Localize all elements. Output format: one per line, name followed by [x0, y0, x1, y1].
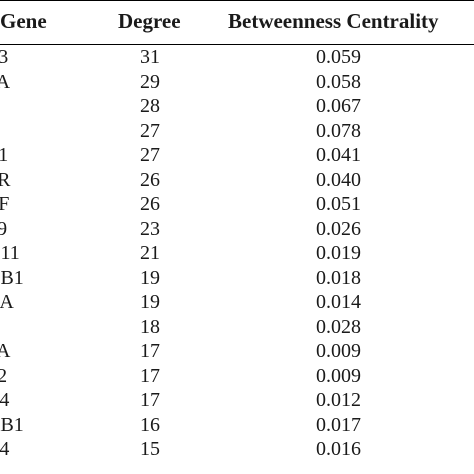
- gene-cell: F2: [0, 364, 8, 387]
- betweenness-cell: 0.014: [316, 291, 361, 313]
- gene-cell: KB1: [0, 413, 24, 436]
- table-top-rule: [0, 0, 474, 1]
- table-row: CA 19 0.014: [0, 290, 474, 315]
- table-row: F2 17 0.009: [0, 364, 474, 389]
- degree-cell: 29: [140, 70, 160, 93]
- table-row: C270.078: [0, 119, 474, 144]
- table-row: R4 17 0.012: [0, 388, 474, 413]
- gene-cell: R4: [0, 389, 10, 411]
- betweenness-cell: 0.067: [316, 95, 361, 117]
- betweenness-cell: 0.016: [316, 438, 361, 460]
- degree-cell: 31: [140, 46, 160, 68]
- betweenness-cell: 0.018: [316, 266, 361, 289]
- betweenness-cell: 0.040: [316, 168, 361, 191]
- degree-cell: 17: [140, 340, 160, 362]
- table-row: 6280.067: [0, 94, 474, 119]
- degree-cell: 28: [140, 95, 160, 117]
- degree-cell: 27: [140, 144, 160, 166]
- gene-cell: CA: [0, 291, 14, 313]
- degree-cell: 15: [140, 438, 160, 460]
- degree-cell: 16: [140, 413, 160, 436]
- betweenness-cell: 0.051: [316, 193, 361, 215]
- gene-cell: FA: [0, 70, 11, 93]
- header-gene: Gene: [0, 9, 47, 33]
- gene-cell: P9: [0, 217, 8, 240]
- gene-cell: 1A: [0, 340, 11, 362]
- betweenness-cell: 0.058: [316, 70, 361, 93]
- betweenness-cell: 0.026: [316, 217, 361, 240]
- degree-cell: 18: [140, 315, 160, 338]
- degree-cell: 17: [140, 364, 160, 387]
- betweenness-cell: 0.017: [316, 413, 361, 436]
- table-row: B180.028: [0, 315, 474, 340]
- table-row: R4 15 0.016: [0, 437, 474, 462]
- degree-cell: 21: [140, 242, 160, 264]
- gene-cell: N11: [0, 242, 20, 264]
- betweenness-cell: 0.009: [316, 364, 361, 387]
- betweenness-cell: 0.009: [316, 340, 361, 362]
- betweenness-cell: 0.028: [316, 315, 361, 338]
- gene-cell: T3: [0, 46, 9, 68]
- degree-cell: 23: [140, 217, 160, 240]
- table-row: KB1 16 0.017: [0, 413, 474, 438]
- table-row: T1 27 0.041: [0, 143, 474, 168]
- betweenness-cell: 0.019: [316, 242, 361, 264]
- degree-cell: 19: [140, 266, 160, 289]
- table-row: FA 29 0.058: [0, 70, 474, 95]
- table-row: NB1 19 0.018: [0, 266, 474, 291]
- degree-cell: 19: [140, 291, 160, 313]
- table-row: TF 26 0.051: [0, 192, 474, 217]
- gene-cell: FR: [0, 168, 11, 191]
- table-row: FR 26 0.040: [0, 168, 474, 193]
- degree-cell: 26: [140, 193, 160, 215]
- gene-cell: T1: [0, 144, 9, 166]
- betweenness-cell: 0.041: [316, 144, 361, 166]
- table-row: 1A 17 0.009: [0, 339, 474, 364]
- table-row: N11 21 0.019: [0, 241, 474, 266]
- degree-cell: 27: [140, 119, 160, 142]
- gene-cell: TF: [0, 193, 10, 215]
- betweenness-cell: 0.059: [316, 46, 361, 68]
- table-body: T3310.059FA290.0586280.067C270.078T1270.…: [0, 45, 474, 462]
- betweenness-cell: 0.078: [316, 119, 361, 142]
- degree-cell: 17: [140, 389, 160, 411]
- gene-cell: R4: [0, 438, 10, 460]
- betweenness-cell: 0.012: [316, 389, 361, 411]
- table-row: P9 23 0.026: [0, 217, 474, 242]
- gene-cell: NB1: [0, 266, 24, 289]
- header-degree: Degree: [118, 9, 181, 33]
- header-betweenness-centrality: Betweenness Centrality: [228, 9, 439, 33]
- table-row: T3 31 0.059: [0, 45, 474, 70]
- degree-cell: 26: [140, 168, 160, 191]
- header-rule: [0, 44, 474, 45]
